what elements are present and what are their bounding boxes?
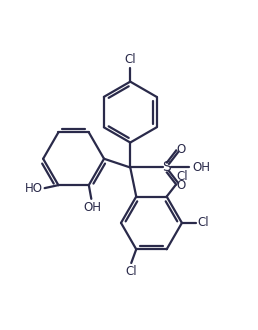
Text: OH: OH bbox=[192, 161, 210, 174]
Text: Cl: Cl bbox=[177, 170, 188, 183]
Text: OH: OH bbox=[84, 201, 102, 214]
Text: Cl: Cl bbox=[197, 216, 209, 229]
Text: Cl: Cl bbox=[125, 266, 136, 279]
Text: HO: HO bbox=[25, 182, 43, 195]
Text: S: S bbox=[162, 160, 171, 175]
Text: O: O bbox=[176, 143, 185, 155]
Text: O: O bbox=[176, 180, 185, 192]
Text: Cl: Cl bbox=[124, 53, 136, 66]
